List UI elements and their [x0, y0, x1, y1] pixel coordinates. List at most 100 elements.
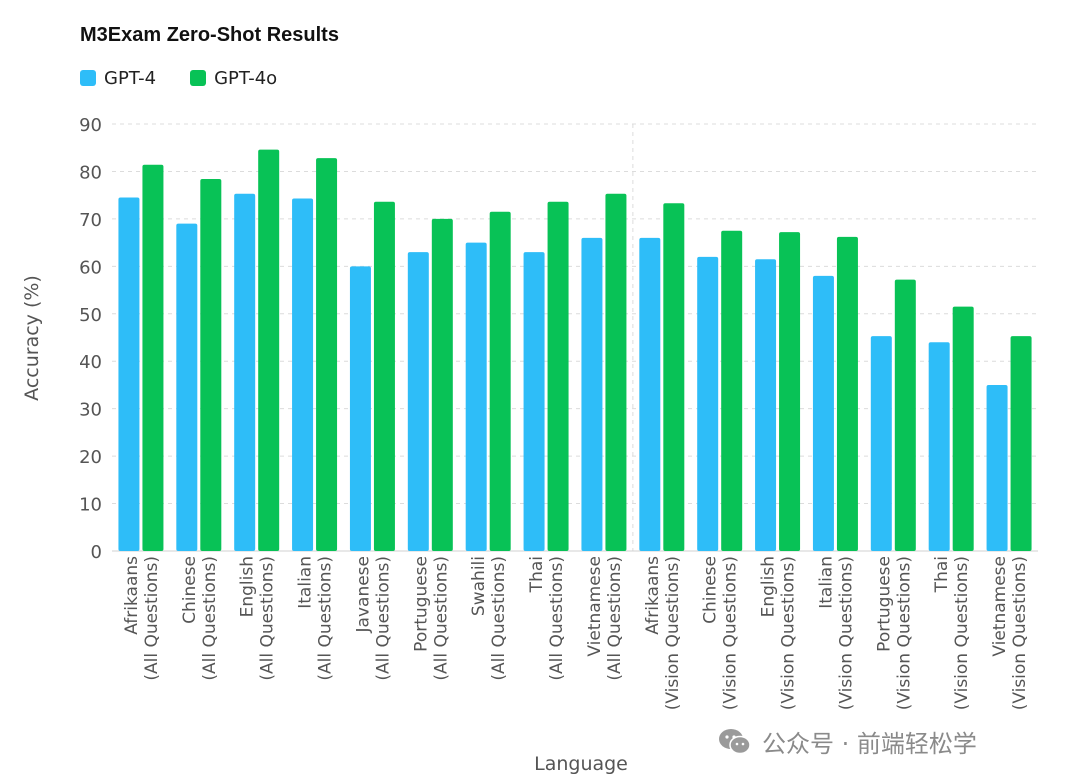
x-tick-label-line: (Vision Questions) — [836, 556, 856, 710]
x-tick-label-line: (All Questions) — [258, 556, 278, 681]
bar-gpt4 — [639, 237, 661, 551]
y-tick-label: 10 — [79, 495, 102, 516]
bar-gpt4 — [176, 223, 198, 551]
chart-title: M3Exam Zero-Shot Results — [80, 24, 339, 46]
legend-swatch-gpt4 — [80, 70, 96, 86]
x-tick-label-line: Chinese — [180, 556, 200, 624]
x-tick-label: Vietnamese (Vision Questions) — [990, 556, 1030, 710]
bar-gpt4o — [431, 218, 453, 551]
bar-gpt4o — [663, 203, 685, 551]
bar-gpt4o — [894, 279, 916, 551]
x-tick-label-line: Thai — [932, 556, 952, 593]
legend-item-gpt4: GPT-4 — [80, 68, 156, 89]
x-axis-title: Language — [534, 753, 628, 775]
x-tick-label-line: Thai — [527, 556, 547, 593]
wechat-icon — [719, 728, 751, 754]
x-tick-label-line: (All Questions) — [200, 556, 220, 681]
x-tick-label: Vietnamese (All Questions) — [585, 556, 625, 681]
bar-gpt4o — [952, 306, 974, 551]
bar-gpt4o — [547, 201, 569, 551]
x-tick-label-line: (Vision Questions) — [952, 556, 972, 710]
bar-gpt4o — [779, 232, 801, 551]
legend-item-gpt4o: GPT-4o — [190, 68, 277, 89]
bar-gpt4 — [870, 336, 892, 551]
bar-gpt4 — [986, 384, 1008, 551]
x-tick-label-line: (Vision Questions) — [721, 556, 741, 710]
bar-gpt4o — [721, 230, 743, 551]
x-tick-label-line: (All Questions) — [373, 556, 393, 681]
x-tick-label-line: (All Questions) — [142, 556, 162, 681]
bar-gpt4 — [292, 198, 314, 551]
x-tick-label-line: (All Questions) — [547, 556, 567, 681]
x-tick-label-line: Italian — [816, 556, 836, 609]
x-tick-label: Portuguese (Vision Questions) — [874, 556, 914, 710]
x-tick-label-line: (Vision Questions) — [663, 556, 683, 710]
bar-gpt4 — [581, 237, 603, 551]
y-tick-label: 40 — [79, 352, 102, 373]
bar-gpt4o — [1010, 336, 1032, 551]
y-tick-label: 70 — [79, 210, 102, 231]
x-tick-label-line: (All Questions) — [489, 556, 509, 681]
x-tick-label-line: English — [759, 556, 779, 617]
x-tick-label: Thai (Vision Questions) — [932, 556, 972, 710]
x-tick-label-line: Vietnamese — [990, 556, 1010, 657]
x-tick-label: Afrikaans (Vision Questions) — [643, 556, 683, 710]
bar-gpt4 — [234, 193, 256, 551]
x-tick-label-line: Chinese — [701, 556, 721, 624]
bar-gpt4o — [258, 149, 280, 551]
x-tick-label: English (All Questions) — [238, 556, 278, 681]
bar-gpt4o — [373, 201, 395, 551]
x-tick-label: Chinese (All Questions) — [180, 556, 220, 681]
legend-label-gpt4: GPT-4 — [104, 67, 157, 89]
y-tick-label: 90 — [79, 115, 102, 136]
x-tick-label-line: Swahili — [469, 556, 489, 616]
x-tick-label-line: (All Questions) — [605, 556, 625, 681]
x-tick-label-line: Afrikaans — [643, 556, 663, 635]
x-tick-label-line: Italian — [296, 556, 316, 609]
bar-gpt4o — [489, 211, 511, 551]
bar-gpt4 — [755, 259, 777, 551]
y-tick-label: 20 — [79, 447, 102, 468]
x-tick-label-line: Portuguese — [874, 556, 894, 652]
y-tick-label: 80 — [79, 162, 102, 183]
x-tick-label-line: Portuguese — [411, 556, 431, 652]
x-tick-label: Portuguese (All Questions) — [411, 556, 451, 681]
bar-gpt4 — [118, 197, 140, 552]
bar-gpt4 — [523, 252, 545, 551]
y-tick-label: 0 — [91, 542, 102, 563]
x-tick-label-line: (Vision Questions) — [1010, 556, 1030, 710]
x-tick-label: Italian (All Questions) — [296, 556, 336, 681]
x-tick-label-line: (All Questions) — [316, 556, 336, 681]
legend: GPT-4 GPT-4o — [80, 64, 311, 92]
legend-label-gpt4o: GPT-4o — [214, 67, 278, 89]
bar-gpt4 — [407, 252, 429, 551]
legend-swatch-gpt4o — [190, 70, 207, 86]
x-tick-label-line: Javanese — [353, 556, 373, 633]
bar-gpt4o — [605, 193, 627, 551]
bar-gpt4o — [142, 164, 164, 551]
y-axis-title: Accuracy (%) — [21, 275, 43, 401]
bar-gpt4 — [465, 242, 487, 551]
watermark-text: 公众号 · 前端轻松学 — [762, 730, 977, 758]
x-tick-label: Thai (All Questions) — [527, 556, 567, 681]
x-tick-label: English (Vision Questions) — [759, 556, 799, 710]
x-tick-label: Afrikaans (All Questions) — [122, 556, 162, 681]
bar-gpt4o — [316, 158, 338, 551]
bar-gpt4 — [697, 256, 719, 551]
x-tick-label-line: Vietnamese — [585, 556, 605, 657]
bar-gpt4 — [812, 275, 834, 551]
bar-gpt4 — [928, 342, 950, 551]
x-tick-label-line: (Vision Questions) — [894, 556, 914, 710]
x-tick-label-line: (Vision Questions) — [779, 556, 799, 710]
x-tick-label-line: (All Questions) — [431, 556, 451, 681]
x-tick-label-line: English — [238, 556, 258, 617]
watermark: 公众号 · 前端轻松学 — [718, 724, 977, 759]
y-tick-label: 50 — [79, 305, 102, 326]
x-tick-label: Javanese (All Questions) — [353, 556, 393, 681]
bar-gpt4o — [200, 179, 222, 551]
x-tick-label: Italian (Vision Questions) — [816, 556, 856, 710]
bar-gpt4o — [836, 236, 858, 551]
x-tick-label: Chinese (Vision Questions) — [701, 556, 741, 710]
y-tick-label: 60 — [79, 257, 102, 278]
